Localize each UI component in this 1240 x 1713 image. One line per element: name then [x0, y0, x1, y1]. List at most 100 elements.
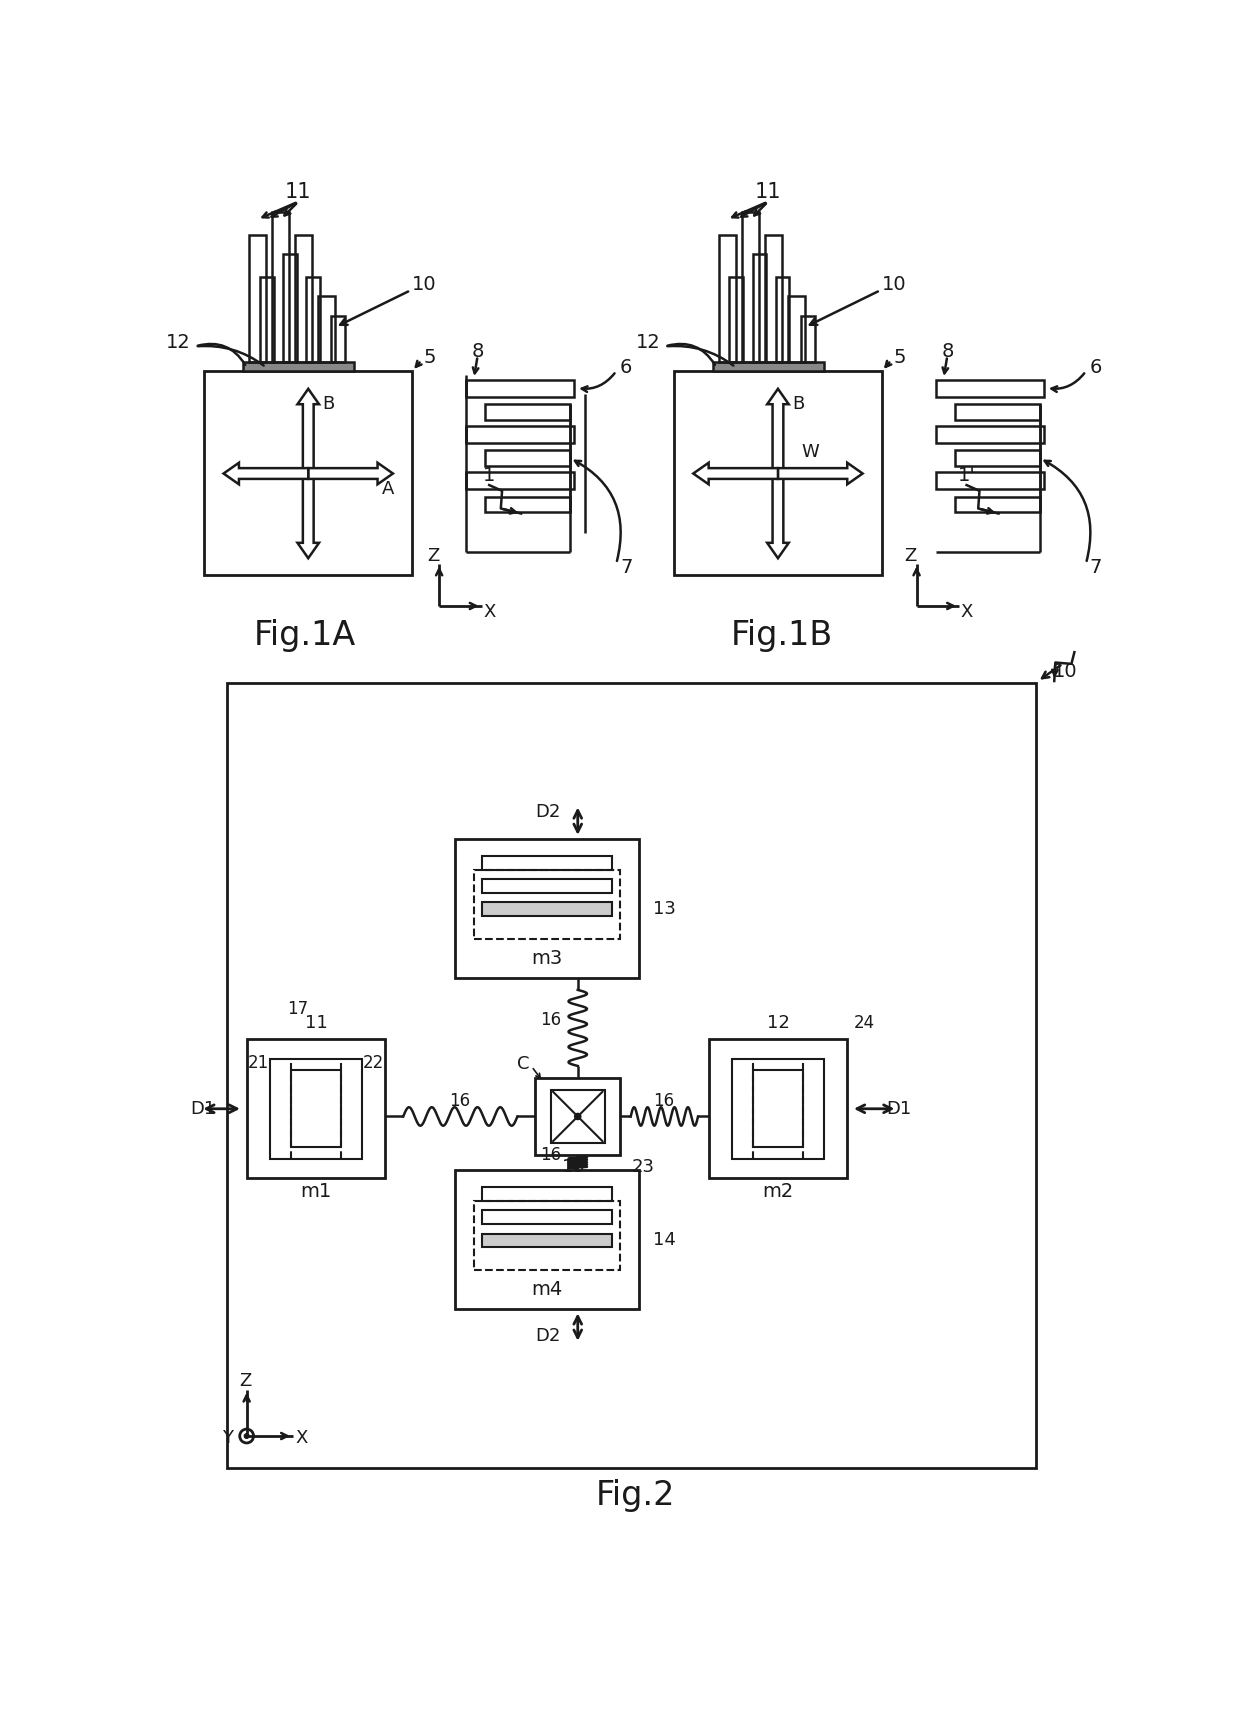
FancyArrow shape [768, 473, 789, 558]
Text: 5: 5 [424, 348, 436, 367]
Text: 12: 12 [766, 1014, 790, 1031]
Text: 16: 16 [449, 1093, 470, 1110]
Text: 7: 7 [620, 558, 632, 577]
FancyArrow shape [298, 473, 319, 558]
Bar [306, 278, 320, 361]
Text: 21: 21 [248, 1053, 269, 1072]
Bar [936, 473, 1044, 488]
Text: m2: m2 [763, 1182, 794, 1201]
Bar [936, 427, 1044, 442]
Text: Z: Z [239, 1372, 252, 1389]
Text: Fig.1A: Fig.1A [253, 618, 356, 651]
Bar [708, 1040, 847, 1179]
Bar [754, 1071, 802, 1148]
Text: 11: 11 [285, 183, 311, 202]
Text: 11: 11 [755, 183, 781, 202]
FancyArrow shape [309, 463, 393, 485]
Text: 23: 23 [631, 1158, 655, 1175]
Text: D1: D1 [191, 1100, 216, 1119]
Bar [729, 278, 743, 361]
Text: X: X [961, 603, 973, 622]
FancyArrow shape [298, 389, 319, 473]
Circle shape [244, 1434, 249, 1439]
Bar [765, 235, 781, 361]
Bar [481, 1187, 613, 1201]
Text: D2: D2 [536, 803, 560, 821]
Bar [259, 278, 274, 361]
Bar [732, 1059, 825, 1158]
FancyArrow shape [768, 389, 789, 473]
Text: 6: 6 [620, 358, 632, 377]
Text: 22: 22 [363, 1053, 384, 1072]
Bar [474, 1201, 620, 1271]
Bar [243, 361, 355, 372]
Bar [331, 315, 345, 361]
Text: Fig.1B: Fig.1B [730, 618, 833, 651]
Text: 10: 10 [412, 276, 436, 295]
Bar [955, 451, 1040, 466]
Text: 6: 6 [1090, 358, 1102, 377]
Text: B: B [792, 396, 804, 413]
Text: A: A [382, 480, 394, 498]
Bar [466, 427, 574, 442]
Bar [474, 870, 620, 939]
Text: 5: 5 [894, 348, 906, 367]
Bar [481, 903, 613, 916]
Bar [291, 1071, 341, 1148]
Text: D2: D2 [536, 1328, 560, 1345]
Text: 8: 8 [471, 343, 484, 361]
Bar [455, 839, 640, 978]
Text: 17: 17 [286, 1000, 308, 1018]
Text: 16: 16 [539, 1011, 560, 1030]
Text: B: B [322, 396, 335, 413]
Bar [742, 212, 759, 361]
Text: D1: D1 [885, 1100, 911, 1119]
Bar [801, 315, 815, 361]
Bar [247, 1040, 386, 1179]
Bar [319, 296, 335, 361]
Text: 16: 16 [539, 1146, 560, 1163]
Bar [455, 1170, 640, 1309]
Bar [713, 361, 825, 372]
Bar [481, 856, 613, 870]
Text: 11: 11 [305, 1014, 327, 1031]
Text: 14: 14 [653, 1230, 676, 1249]
FancyArrow shape [223, 463, 309, 485]
Bar [955, 497, 1040, 512]
Text: 16: 16 [653, 1093, 675, 1110]
Text: 10: 10 [1053, 661, 1078, 680]
Bar [481, 1211, 613, 1225]
Bar [955, 404, 1040, 420]
Text: Z: Z [427, 546, 439, 565]
Text: 13: 13 [653, 899, 676, 918]
FancyArrow shape [693, 463, 777, 485]
Bar [205, 372, 412, 576]
Circle shape [574, 1113, 580, 1120]
Bar [481, 879, 613, 892]
Text: 8: 8 [941, 343, 954, 361]
Text: Fig.2: Fig.2 [595, 1478, 676, 1513]
Bar [283, 254, 296, 361]
Bar [485, 451, 570, 466]
Text: m3: m3 [531, 949, 563, 968]
Text: X: X [296, 1429, 309, 1446]
Text: 12: 12 [635, 332, 660, 353]
Bar [466, 473, 574, 488]
Text: C: C [517, 1055, 529, 1072]
Text: 10: 10 [882, 276, 906, 295]
Text: m1: m1 [300, 1182, 331, 1201]
Text: 24: 24 [853, 1014, 874, 1031]
Text: X: X [484, 603, 496, 622]
FancyArrow shape [777, 463, 863, 485]
Text: Z: Z [904, 546, 916, 565]
Text: 12: 12 [166, 332, 191, 353]
Bar [249, 235, 265, 361]
Text: 1': 1' [957, 466, 975, 485]
Bar [481, 1233, 613, 1247]
Bar [485, 497, 570, 512]
Bar [753, 254, 766, 361]
Text: m4: m4 [531, 1280, 563, 1298]
Bar [466, 380, 574, 396]
Text: Y: Y [222, 1429, 233, 1446]
Bar [719, 235, 735, 361]
